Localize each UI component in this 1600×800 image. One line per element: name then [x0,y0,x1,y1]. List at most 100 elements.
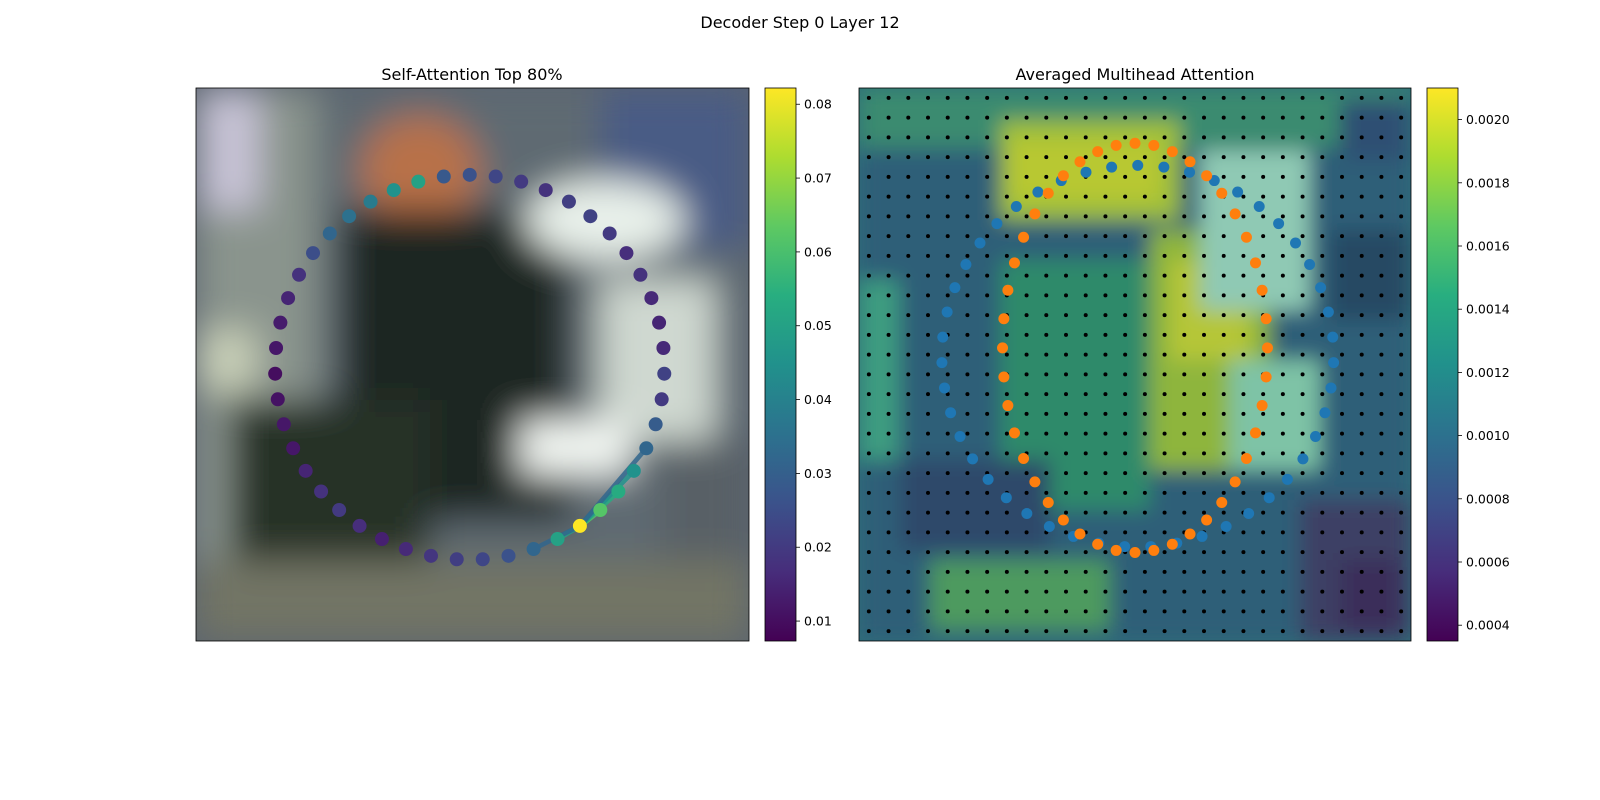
grid-point [1024,273,1029,278]
grid-point [1379,293,1384,298]
grid-point [1320,392,1325,397]
blue-ring-point [936,357,948,369]
grid-point [1123,609,1128,614]
grid-point [1280,629,1285,634]
grid-point [965,115,970,120]
grid-point [1004,273,1009,278]
grid-point [1340,273,1344,278]
grid-point [1221,471,1226,476]
grid-point [1202,411,1206,416]
orange-ring-point [1250,257,1262,269]
grid-point [1261,589,1266,594]
grid-point [926,293,930,298]
grid-point [1241,431,1246,436]
grid-point [1261,392,1266,397]
grid-point [1300,135,1305,140]
figure-title: Decoder Step 0 Layer 12 [700,13,900,32]
ring-point [593,502,608,517]
blue-ring-point [945,407,957,419]
grid-point [1300,431,1305,436]
orange-ring-point [1002,400,1014,412]
orange-ring-point [1074,528,1086,540]
grid-point [1123,451,1128,456]
grid-point [1024,352,1029,357]
grid-point [1123,194,1128,199]
blue-ring-point [1021,507,1033,519]
grid-point [1320,293,1325,298]
grid-point [1202,510,1206,515]
grid-point [1241,253,1246,258]
grid-point [1004,155,1009,160]
orange-ring-point [1092,538,1104,550]
grid-point [1083,135,1088,140]
grid-point [1300,411,1305,416]
grid-point [1340,629,1344,634]
grid-point [866,372,871,377]
grid-point [985,313,990,318]
grid-point [1182,510,1187,515]
grid-point [1162,589,1167,594]
grid-point [965,372,970,377]
grid-point [965,174,970,179]
grid-point [926,273,930,278]
grid-point [1359,392,1364,397]
grid-point [1064,629,1068,634]
ring-point [286,441,301,456]
grid-point [1221,155,1226,160]
grid-point [1142,510,1147,515]
grid-point [1241,115,1246,120]
grid-point [965,569,970,574]
grid-point [1024,490,1029,495]
grid-point [1024,431,1029,436]
grid-point [1103,471,1108,476]
grid-point [1123,431,1128,436]
grid-point [1123,253,1128,258]
grid-point [886,451,891,456]
blue-ring-point [937,331,949,343]
grid-point [1123,510,1128,515]
grid-point [1379,471,1384,476]
grid-point [1359,273,1364,278]
grid-point [1004,530,1009,535]
grid-point [1320,510,1325,515]
grid-point [1024,253,1029,258]
grid-point [1280,194,1285,199]
ring-point [626,463,641,478]
grid-point [1241,332,1246,337]
grid-point [906,589,911,594]
grid-point [965,530,970,535]
grid-point [1202,95,1206,100]
grid-point [1300,234,1305,239]
grid-point [1064,115,1068,120]
ring-point [398,542,413,557]
grid-point [1379,629,1384,634]
grid-point [1024,214,1029,219]
grid-point [1064,313,1068,318]
grid-point [1004,629,1009,634]
grid-point [906,510,911,515]
grid-point [1103,135,1108,140]
grid-point [886,411,891,416]
grid-point [1241,174,1246,179]
grid-point [985,411,990,416]
grid-point [1004,589,1009,594]
grid-point [1300,174,1305,179]
grid-point [1083,411,1088,416]
grid-point [926,135,930,140]
grid-point [1202,214,1206,219]
grid-point [1280,95,1285,100]
grid-point [1044,234,1049,239]
grid-point [1064,589,1068,594]
grid-point [906,194,911,199]
ring-point [656,341,671,356]
grid-point [1202,234,1206,239]
grid-point [1142,332,1147,337]
grid-point [1064,569,1068,574]
grid-point [1241,372,1246,377]
grid-point [1004,451,1009,456]
grid-point [1064,392,1068,397]
grid-point [1221,411,1226,416]
colorbar-tick-label: 0.0020 [1466,112,1510,127]
grid-point [1300,194,1305,199]
grid-point [1359,155,1364,160]
